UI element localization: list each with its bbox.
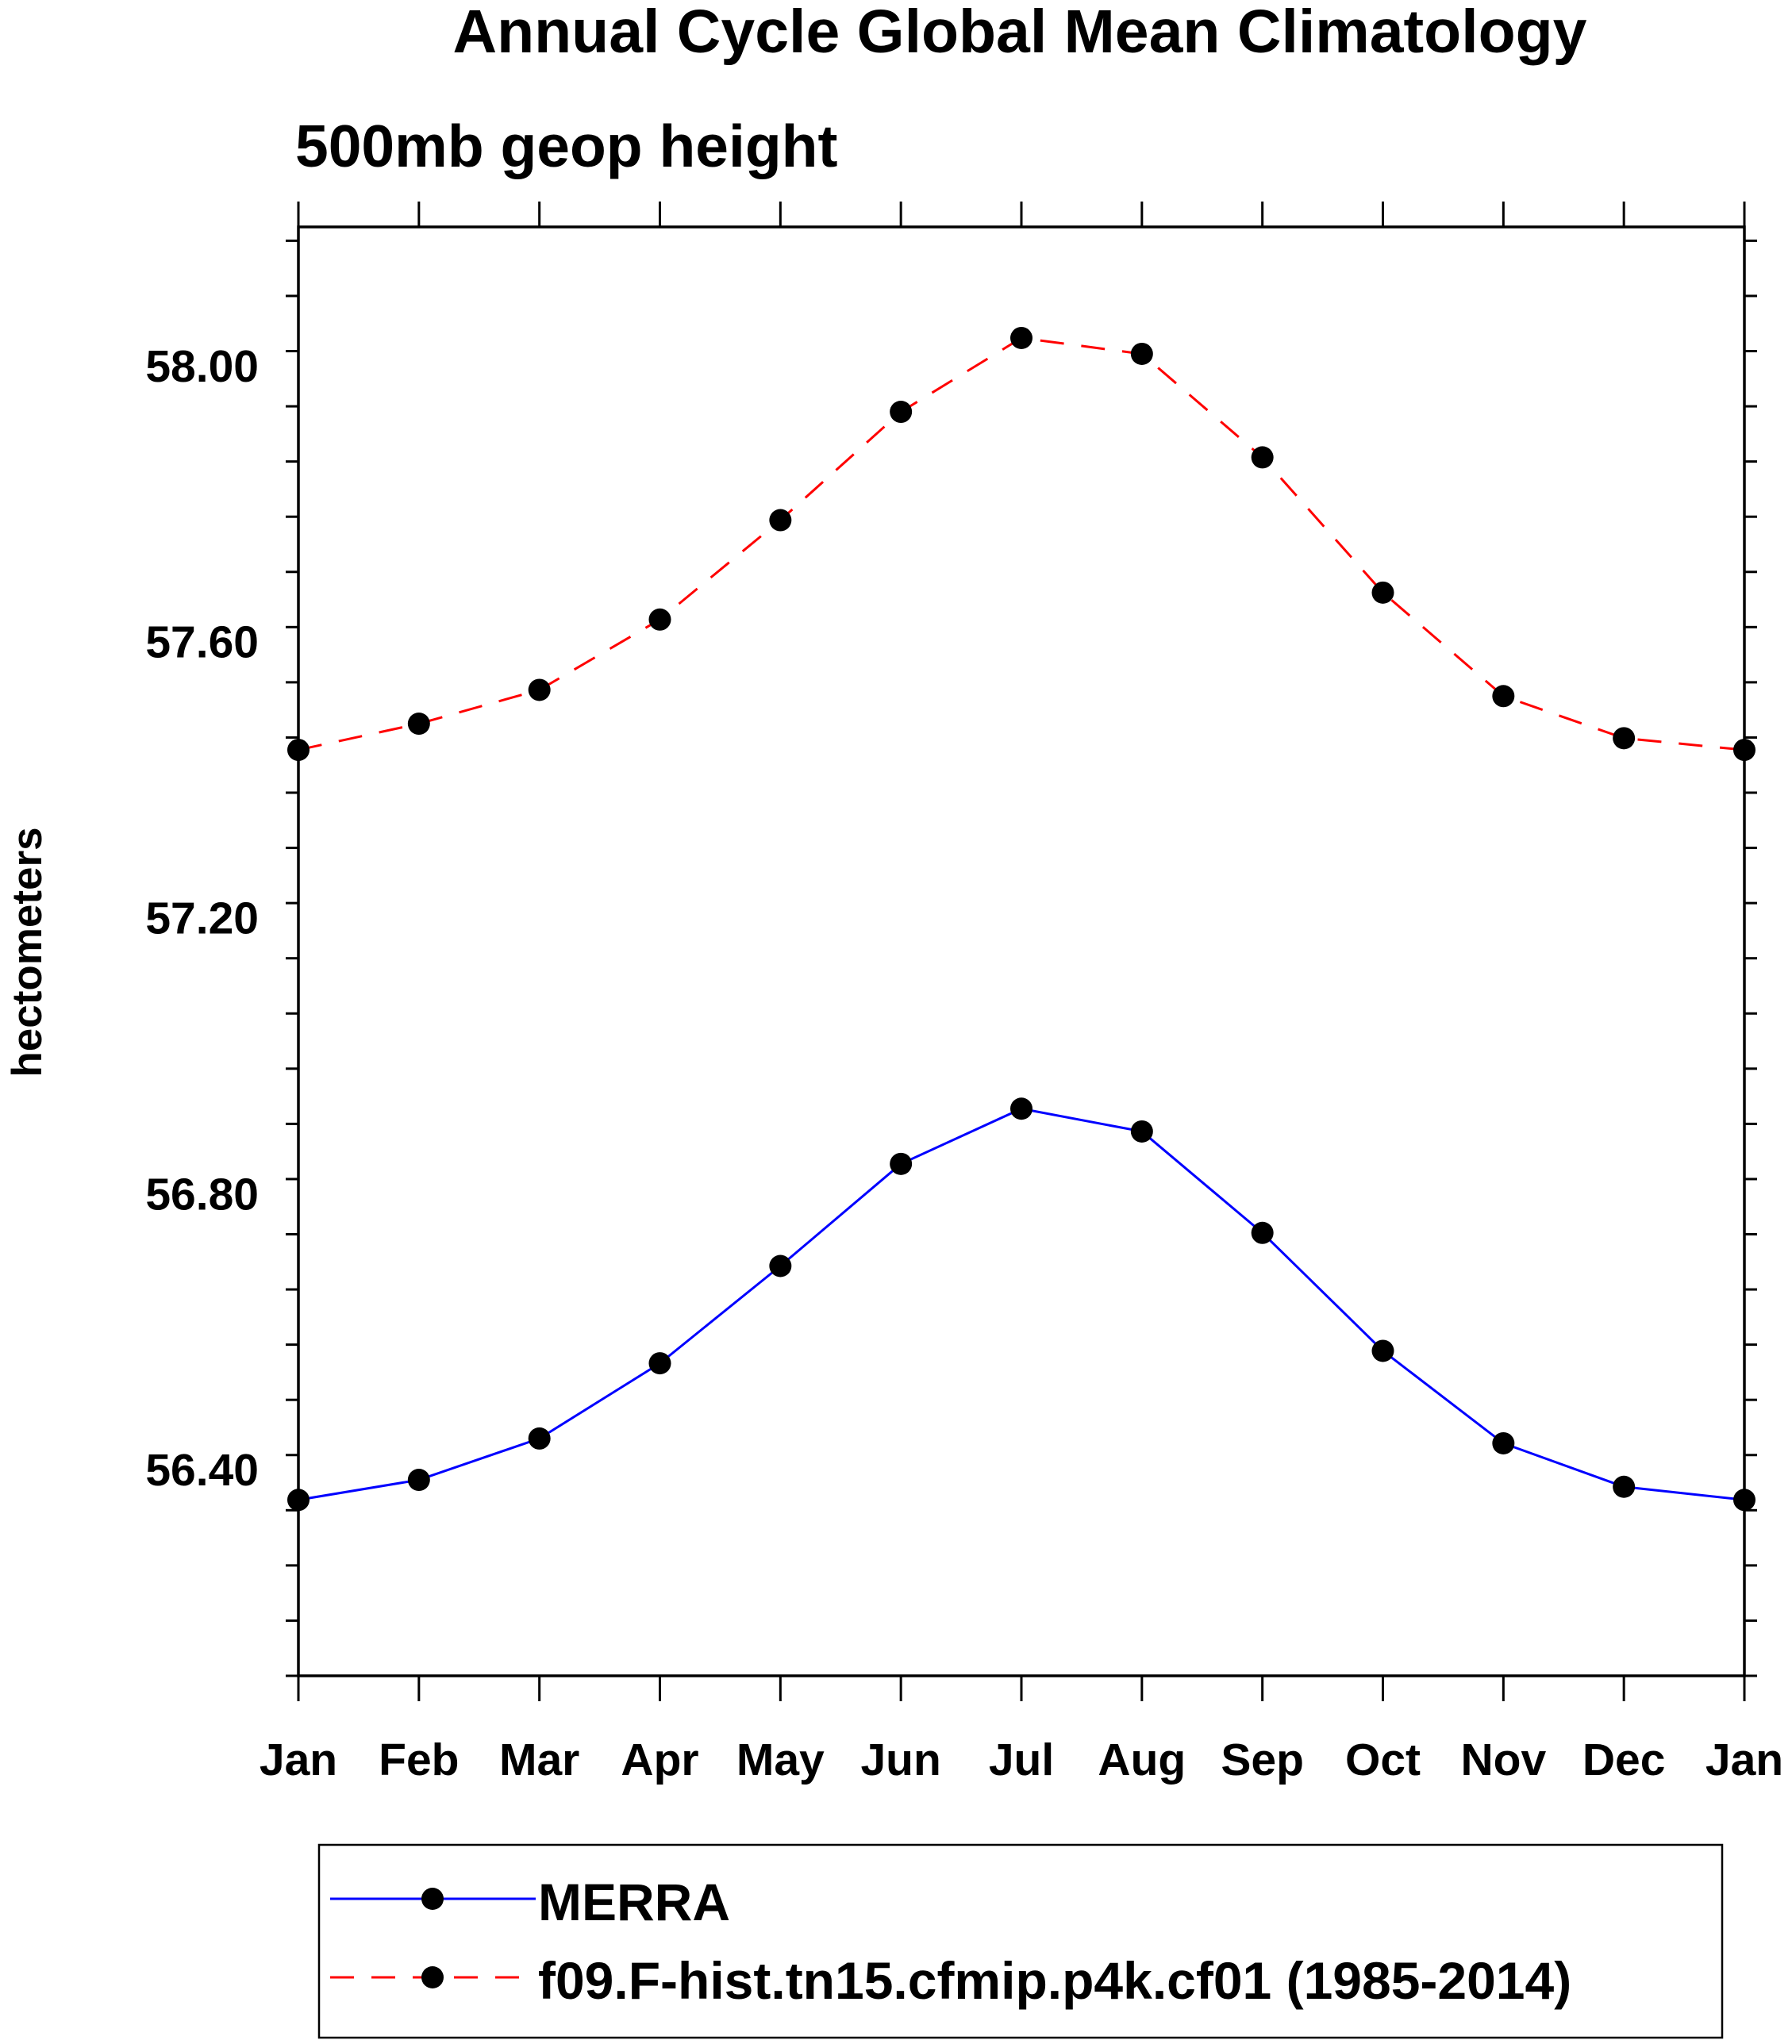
y-tick-label: 56.40 xyxy=(145,1445,259,1496)
series-1-point xyxy=(407,713,430,736)
series-1-point xyxy=(1010,326,1033,349)
x-tick-label-oct: Oct xyxy=(1345,1735,1421,1785)
series-1-point xyxy=(1492,685,1515,708)
y-tick-label: 57.60 xyxy=(145,617,259,668)
x-tick-label-dec: Dec xyxy=(1582,1735,1666,1785)
series-1-point xyxy=(1130,342,1153,365)
series-0-point xyxy=(1010,1097,1033,1120)
series-0-point xyxy=(1251,1221,1274,1244)
series-0-point xyxy=(1613,1475,1636,1498)
chart-subtitle: 500mb geop height xyxy=(295,113,837,179)
x-tick-label-jan: Jan xyxy=(260,1735,337,1785)
axis-tick-labels: Jan Feb Mar Apr May Jun Jul Aug Sep Oct Nov Dec Jan 5… xyxy=(145,341,1783,1785)
y-axis-label: hectometers xyxy=(4,827,51,1077)
x-tick-label-jun: Jun xyxy=(860,1735,940,1785)
series-0-point xyxy=(528,1427,551,1450)
chart-title: Annual Cycle Global Mean Climatology xyxy=(452,0,1586,66)
y-tick-label: 58.00 xyxy=(145,341,259,392)
x-tick-label-jan: Jan xyxy=(1705,1735,1783,1785)
legend-label-f09: f09.F-hist.tn15.cfmip.p4k.cf01 (1985-201… xyxy=(538,1951,1571,2010)
data-series xyxy=(287,326,1755,1512)
series-1-point xyxy=(1371,581,1394,604)
series-1-point xyxy=(528,678,551,701)
x-tick-label-feb: Feb xyxy=(379,1735,459,1785)
legend-label-merra: MERRA xyxy=(538,1873,730,1931)
legend-box xyxy=(317,1843,1724,2039)
series-1-point xyxy=(890,401,913,424)
series-0-point xyxy=(890,1152,913,1175)
series-0-point xyxy=(1492,1431,1515,1454)
series-0-point xyxy=(769,1254,792,1278)
series-0-point xyxy=(648,1352,671,1375)
series-1-point xyxy=(648,608,671,631)
x-tick-label-mar: Mar xyxy=(499,1735,579,1785)
x-tick-label-jul: Jul xyxy=(989,1735,1054,1785)
series-0-point xyxy=(407,1469,430,1492)
x-tick-label-apr: Apr xyxy=(621,1735,698,1785)
series-0-point xyxy=(1130,1120,1153,1143)
series-1-point xyxy=(1613,727,1636,750)
y-tick-label: 57.20 xyxy=(145,893,259,944)
x-tick-label-may: May xyxy=(736,1735,825,1785)
x-tick-label-nov: Nov xyxy=(1460,1735,1546,1785)
axis-ticks xyxy=(286,202,1757,1701)
plot-frame xyxy=(297,225,1746,1677)
series-0-point xyxy=(1371,1339,1394,1362)
series-1-point xyxy=(1251,446,1274,469)
x-tick-label-sep: Sep xyxy=(1221,1735,1304,1785)
y-tick-label: 56.80 xyxy=(145,1169,259,1220)
legend: MERRA f09.F-hist.tn15.cfmip.p4k.cf01 (19… xyxy=(317,1843,1724,2039)
series-1-point xyxy=(769,509,792,532)
x-tick-label-aug: Aug xyxy=(1098,1735,1186,1785)
legend-marker-merra xyxy=(421,1888,444,1910)
legend-marker-f09 xyxy=(421,1966,444,1988)
